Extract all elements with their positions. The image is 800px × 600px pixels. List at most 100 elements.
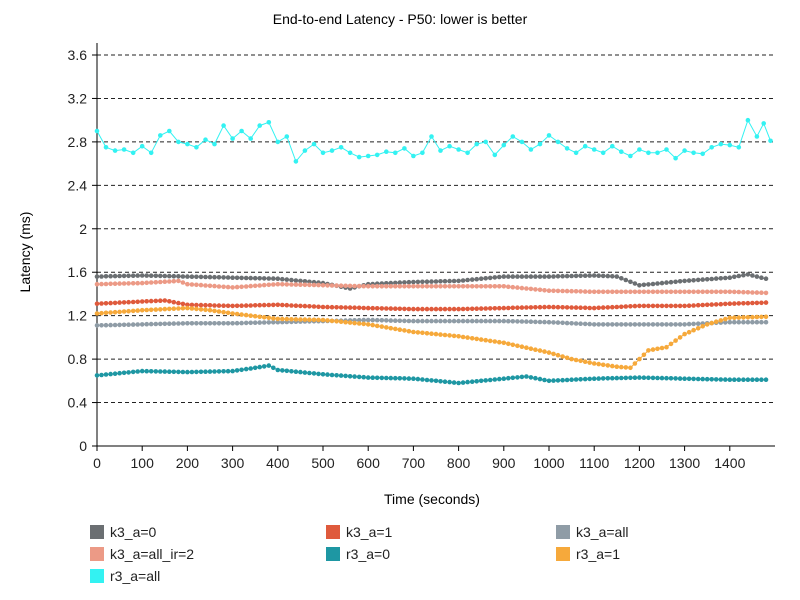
data-point <box>750 314 755 320</box>
data-point <box>293 278 299 283</box>
legend-item[interactable]: r3_a=all <box>90 566 160 586</box>
data-point <box>691 278 696 283</box>
data-point <box>234 311 240 317</box>
data-point <box>727 301 733 307</box>
data-point <box>497 318 502 324</box>
data-point <box>655 281 660 286</box>
data-point <box>130 281 136 286</box>
data-point <box>465 277 470 283</box>
legend-item[interactable]: r3_a=0 <box>326 544 390 564</box>
data-point <box>709 377 714 382</box>
data-point <box>216 275 222 280</box>
data-point <box>365 284 371 289</box>
data-point <box>713 289 719 295</box>
legend-item[interactable]: k3_a=0 <box>90 522 156 542</box>
data-point <box>239 284 244 290</box>
data-point <box>700 302 705 308</box>
data-point <box>754 314 760 320</box>
data-point <box>243 320 249 326</box>
data-point <box>506 274 511 279</box>
data-point <box>406 318 412 324</box>
data-point <box>252 303 258 308</box>
legend-item[interactable]: k3_a=all <box>556 522 629 542</box>
data-point <box>302 282 308 288</box>
data-point <box>429 279 434 284</box>
data-point <box>284 282 290 287</box>
data-point <box>167 369 172 375</box>
data-point <box>225 368 231 374</box>
data-point <box>537 319 543 325</box>
data-point <box>216 284 222 289</box>
data-point <box>402 146 407 151</box>
data-point <box>546 350 552 355</box>
data-point <box>121 370 127 376</box>
data-point <box>212 321 217 326</box>
data-point <box>447 278 452 284</box>
data-point <box>659 289 665 295</box>
data-point <box>130 299 136 305</box>
data-point <box>655 303 660 309</box>
legend-item[interactable]: k3_a=1 <box>326 522 392 542</box>
y-tick-label: 2 <box>79 221 87 237</box>
data-point <box>415 306 421 312</box>
data-point <box>623 304 629 309</box>
data-point <box>483 318 489 324</box>
data-point <box>700 376 705 382</box>
data-point <box>420 284 425 289</box>
data-point <box>497 274 502 280</box>
data-point <box>252 283 258 289</box>
data-point <box>257 123 263 128</box>
data-point <box>289 282 294 287</box>
data-point <box>130 369 136 375</box>
data-point <box>411 306 416 312</box>
data-point <box>289 277 294 283</box>
data-point <box>569 288 574 294</box>
data-point <box>94 323 100 328</box>
data-point <box>194 145 199 150</box>
data-point <box>456 306 461 312</box>
data-point <box>560 320 565 326</box>
data-point <box>189 369 195 375</box>
data-point <box>727 315 733 321</box>
data-point <box>691 150 696 156</box>
data-point <box>600 362 606 368</box>
data-point <box>537 376 543 382</box>
data-point <box>664 147 669 152</box>
legend-item[interactable]: k3_a=all_ir=2 <box>90 544 194 564</box>
data-point <box>411 318 416 324</box>
data-point <box>591 305 597 311</box>
data-point <box>515 305 520 311</box>
data-point <box>243 312 249 318</box>
data-point <box>501 142 507 148</box>
data-point <box>406 306 412 312</box>
data-point <box>252 365 258 371</box>
data-point <box>108 273 113 279</box>
y-axis-label: Latency (ms) <box>17 212 33 293</box>
data-point <box>374 323 380 329</box>
data-point <box>438 332 443 337</box>
data-point <box>171 369 177 375</box>
data-point <box>646 282 651 287</box>
x-tick-label: 300 <box>221 455 245 471</box>
data-point <box>108 322 113 328</box>
data-point <box>515 274 520 279</box>
legend-label: r3_a=1 <box>576 546 620 562</box>
data-point <box>230 136 235 141</box>
data-point <box>759 377 764 383</box>
series-line <box>96 118 771 163</box>
data-point <box>569 273 574 279</box>
data-point <box>393 284 398 289</box>
data-point <box>754 290 760 295</box>
data-point <box>641 282 647 288</box>
data-point <box>560 288 565 294</box>
data-point <box>510 274 516 279</box>
data-point <box>388 325 394 331</box>
data-point <box>393 375 398 381</box>
data-point <box>167 128 172 134</box>
data-point <box>723 275 728 281</box>
data-point <box>225 284 231 290</box>
data-point <box>695 376 701 382</box>
chart-title: End-to-end Latency - P50: lower is bette… <box>273 11 528 27</box>
legend-item[interactable]: r3_a=1 <box>556 544 620 564</box>
data-point <box>329 372 335 378</box>
